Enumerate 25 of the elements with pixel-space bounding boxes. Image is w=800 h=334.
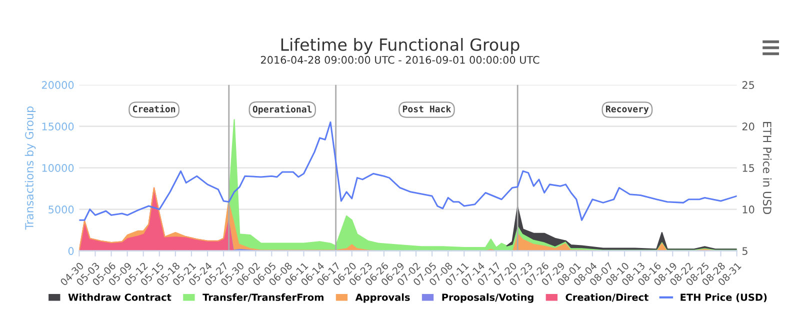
annotation: Creation bbox=[132, 104, 176, 112]
annotation: Post Hack bbox=[402, 105, 452, 112]
annotation: Recovery bbox=[606, 106, 649, 114]
y2-tick-label: 10 bbox=[742, 206, 754, 214]
y2-tick-label: 15 bbox=[742, 164, 754, 172]
y2-tick-label: 5 bbox=[742, 247, 748, 255]
y2-tick-label: 25 bbox=[742, 81, 754, 89]
y-axis-title: Transactions by Group bbox=[24, 106, 36, 230]
legend-label: Approvals bbox=[355, 293, 410, 303]
y-tick-label: 15000 bbox=[42, 122, 74, 130]
legend-label: ETH Price (USD) bbox=[680, 293, 767, 302]
chart-title: Lifetime by Functional Group bbox=[281, 38, 520, 54]
y2-tick-label: 20 bbox=[742, 122, 754, 130]
chart-subtitle: 2016-04-28 09:00:00 UTC - 2016-09-01 00:00:00 UTC bbox=[260, 56, 540, 64]
legend-label: Proposals/Voting bbox=[442, 293, 534, 303]
legend-label: Withdraw Contract bbox=[68, 293, 172, 301]
legend-label: Transfer/TransferFrom bbox=[202, 293, 324, 302]
y-tick-label: 0 bbox=[68, 247, 74, 255]
y-tick-label: 20000 bbox=[42, 81, 74, 89]
y2-axis-title: ETH Price in USD bbox=[762, 122, 772, 214]
y-tick-label: 10000 bbox=[42, 164, 74, 172]
y-tick-label: 5000 bbox=[48, 206, 74, 214]
annotation: Operational bbox=[252, 105, 312, 114]
line-series bbox=[79, 121, 737, 221]
legend-label: Creation/Direct bbox=[566, 293, 648, 302]
